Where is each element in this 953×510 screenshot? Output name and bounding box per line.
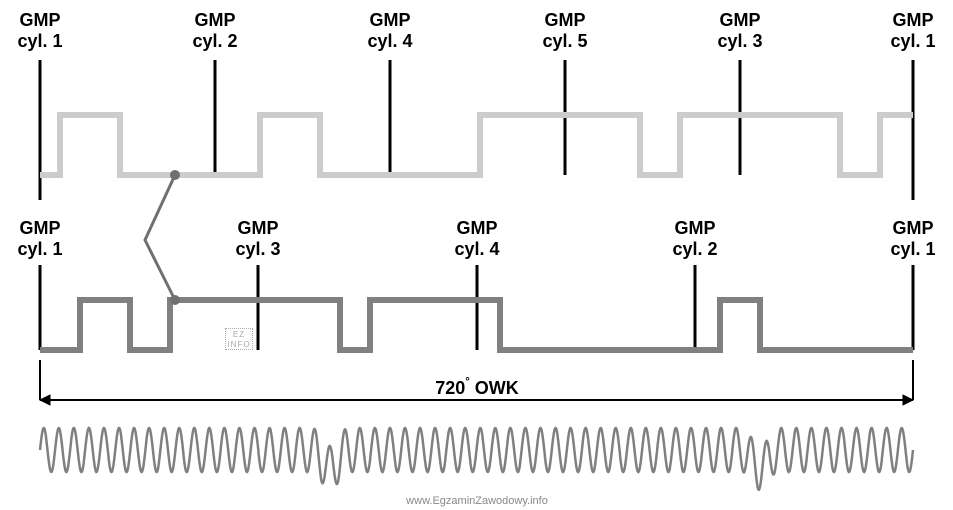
top-label-1: GMPcyl. 2: [192, 10, 237, 51]
top-label-line2: cyl. 2: [192, 31, 237, 51]
top-label-4: GMPcyl. 3: [717, 10, 762, 51]
mid-label-line1: GMP: [19, 218, 60, 238]
ez-watermark-box: EZINFO: [225, 328, 253, 350]
top-label-3: GMPcyl. 5: [542, 10, 587, 51]
top-label-5: GMPcyl. 1: [890, 10, 935, 51]
top-label-line1: GMP: [194, 10, 235, 30]
dimension-label: 720° OWK: [435, 378, 518, 399]
dimension-value: 720: [435, 378, 465, 398]
top-label-line1: GMP: [892, 10, 933, 30]
top-label-line2: cyl. 4: [367, 31, 412, 51]
top-label-line1: GMP: [544, 10, 585, 30]
mid-label-line2: cyl. 4: [454, 239, 499, 259]
mid-label-line2: cyl. 1: [890, 239, 935, 259]
mid-label-line1: GMP: [674, 218, 715, 238]
dimension-unit: OWK: [470, 378, 519, 398]
top-label-2: GMPcyl. 4: [367, 10, 412, 51]
mid-label-line1: GMP: [237, 218, 278, 238]
mid-label-line2: cyl. 1: [17, 239, 62, 259]
top-label-line2: cyl. 5: [542, 31, 587, 51]
mid-label-line1: GMP: [892, 218, 933, 238]
mid-label-line2: cyl. 2: [672, 239, 717, 259]
top-label-line2: cyl. 1: [17, 31, 62, 51]
diagram-container: GMPcyl. 1GMPcyl. 2GMPcyl. 4GMPcyl. 5GMPc…: [0, 0, 953, 510]
ez-line1: EZ: [233, 330, 245, 339]
dimension-degree: °: [465, 376, 469, 388]
mid-label-0: GMPcyl. 1: [17, 218, 62, 259]
watermark-text: www.EgzaminZawodowy.info: [406, 495, 548, 507]
top-label-0: GMPcyl. 1: [17, 10, 62, 51]
top-label-line1: GMP: [719, 10, 760, 30]
mid-label-4: GMPcyl. 1: [890, 218, 935, 259]
mid-label-line1: GMP: [456, 218, 497, 238]
top-label-line1: GMP: [369, 10, 410, 30]
mid-label-2: GMPcyl. 4: [454, 218, 499, 259]
mid-label-3: GMPcyl. 2: [672, 218, 717, 259]
ez-line2: INFO: [227, 340, 250, 349]
top-label-line2: cyl. 3: [717, 31, 762, 51]
top-label-line2: cyl. 1: [890, 31, 935, 51]
top-label-line1: GMP: [19, 10, 60, 30]
mid-label-line2: cyl. 3: [235, 239, 280, 259]
mid-label-1: GMPcyl. 3: [235, 218, 280, 259]
